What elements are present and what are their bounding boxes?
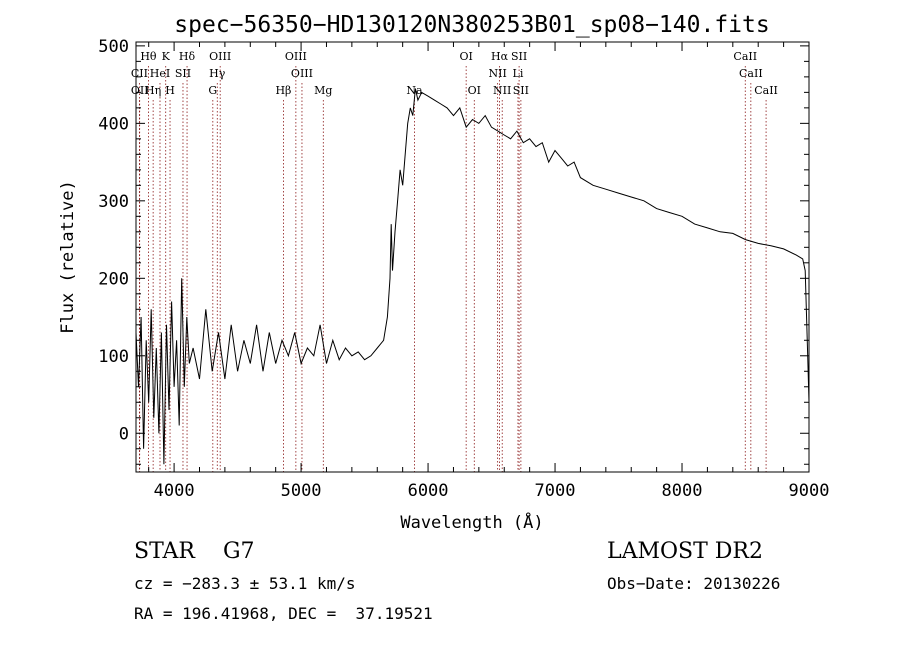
sky-coordinates: RA = 196.41968, DEC = 37.19521 xyxy=(134,604,433,623)
spectral-line-label: Hδ xyxy=(179,50,196,63)
y-tick-label: 300 xyxy=(98,192,129,212)
x-tick-label: 4000 xyxy=(154,481,195,501)
x-tick-label: 5000 xyxy=(281,481,322,501)
x-tick-label: 7000 xyxy=(535,481,576,501)
spectral-line-label: OIII xyxy=(209,50,231,63)
spectral-line-label: HeI xyxy=(150,67,170,80)
plot-frame xyxy=(135,41,810,473)
y-tick-label: 0 xyxy=(119,424,129,444)
y-axis: 0 100 200 300 400 500 xyxy=(98,37,809,465)
spectral-line-label: Mg xyxy=(314,84,332,97)
x-tick-label: 9000 xyxy=(789,481,830,501)
spectral-line-label: OI xyxy=(459,50,472,63)
y-tick-label: 500 xyxy=(98,37,129,57)
spectral-line-label: OIII xyxy=(291,67,313,80)
survey-name: LAMOST DR2 xyxy=(607,539,763,564)
spectral-line-label: OI xyxy=(468,84,481,97)
x-axis: 4000 5000 6000 7000 8000 9000 xyxy=(148,42,830,501)
spectral-line-label: Na xyxy=(406,84,423,97)
y-tick-label: 100 xyxy=(98,347,129,367)
spectral-line-label: CII xyxy=(131,67,148,80)
spectral-line-label: Hγ xyxy=(209,67,226,80)
spectral-line-label: Hθ xyxy=(140,50,157,63)
y-axis-label: Flux (relative) xyxy=(58,180,78,334)
spectral-line-label: CaII xyxy=(739,67,763,80)
y-tick-label: 200 xyxy=(98,269,129,289)
spectral-line-label: OII xyxy=(131,84,149,97)
spectral-line-label: SII xyxy=(513,84,529,97)
spectral-line-label: CaII xyxy=(754,84,778,97)
spectral-line-label: Hη xyxy=(145,84,161,97)
spectral-line-label: Li xyxy=(513,67,524,80)
x-tick-label: 8000 xyxy=(662,481,703,501)
spectral-line-label: CaII xyxy=(733,50,757,63)
chart-title: spec−56350−HD130120N380253B01_sp08−140.f… xyxy=(174,12,769,38)
spectral-line-label: NII xyxy=(488,67,506,80)
y-tick-label: 400 xyxy=(98,114,129,134)
observation-date: Obs−Date: 20130226 xyxy=(607,574,781,593)
spectral-line-label: H xyxy=(165,84,175,97)
spectral-line-label: K xyxy=(162,50,171,63)
x-tick-label: 6000 xyxy=(408,481,449,501)
spectral-line-label: OIII xyxy=(285,50,307,63)
spectral-line-label: Hβ xyxy=(275,84,291,97)
radial-velocity: cz = −283.3 ± 53.1 km/s xyxy=(134,574,356,593)
spectrum-curve xyxy=(135,88,810,465)
x-axis-label: Wavelength (Å) xyxy=(400,511,543,533)
spectral-line-label: NII xyxy=(493,84,511,97)
spectral-line-label: G xyxy=(208,84,217,97)
spectral-line-label: Hα xyxy=(491,50,509,63)
spectral-line-label: SII xyxy=(511,50,527,63)
spectral-line-label: SII xyxy=(175,67,191,80)
object-classification: STAR G7 xyxy=(134,539,255,564)
